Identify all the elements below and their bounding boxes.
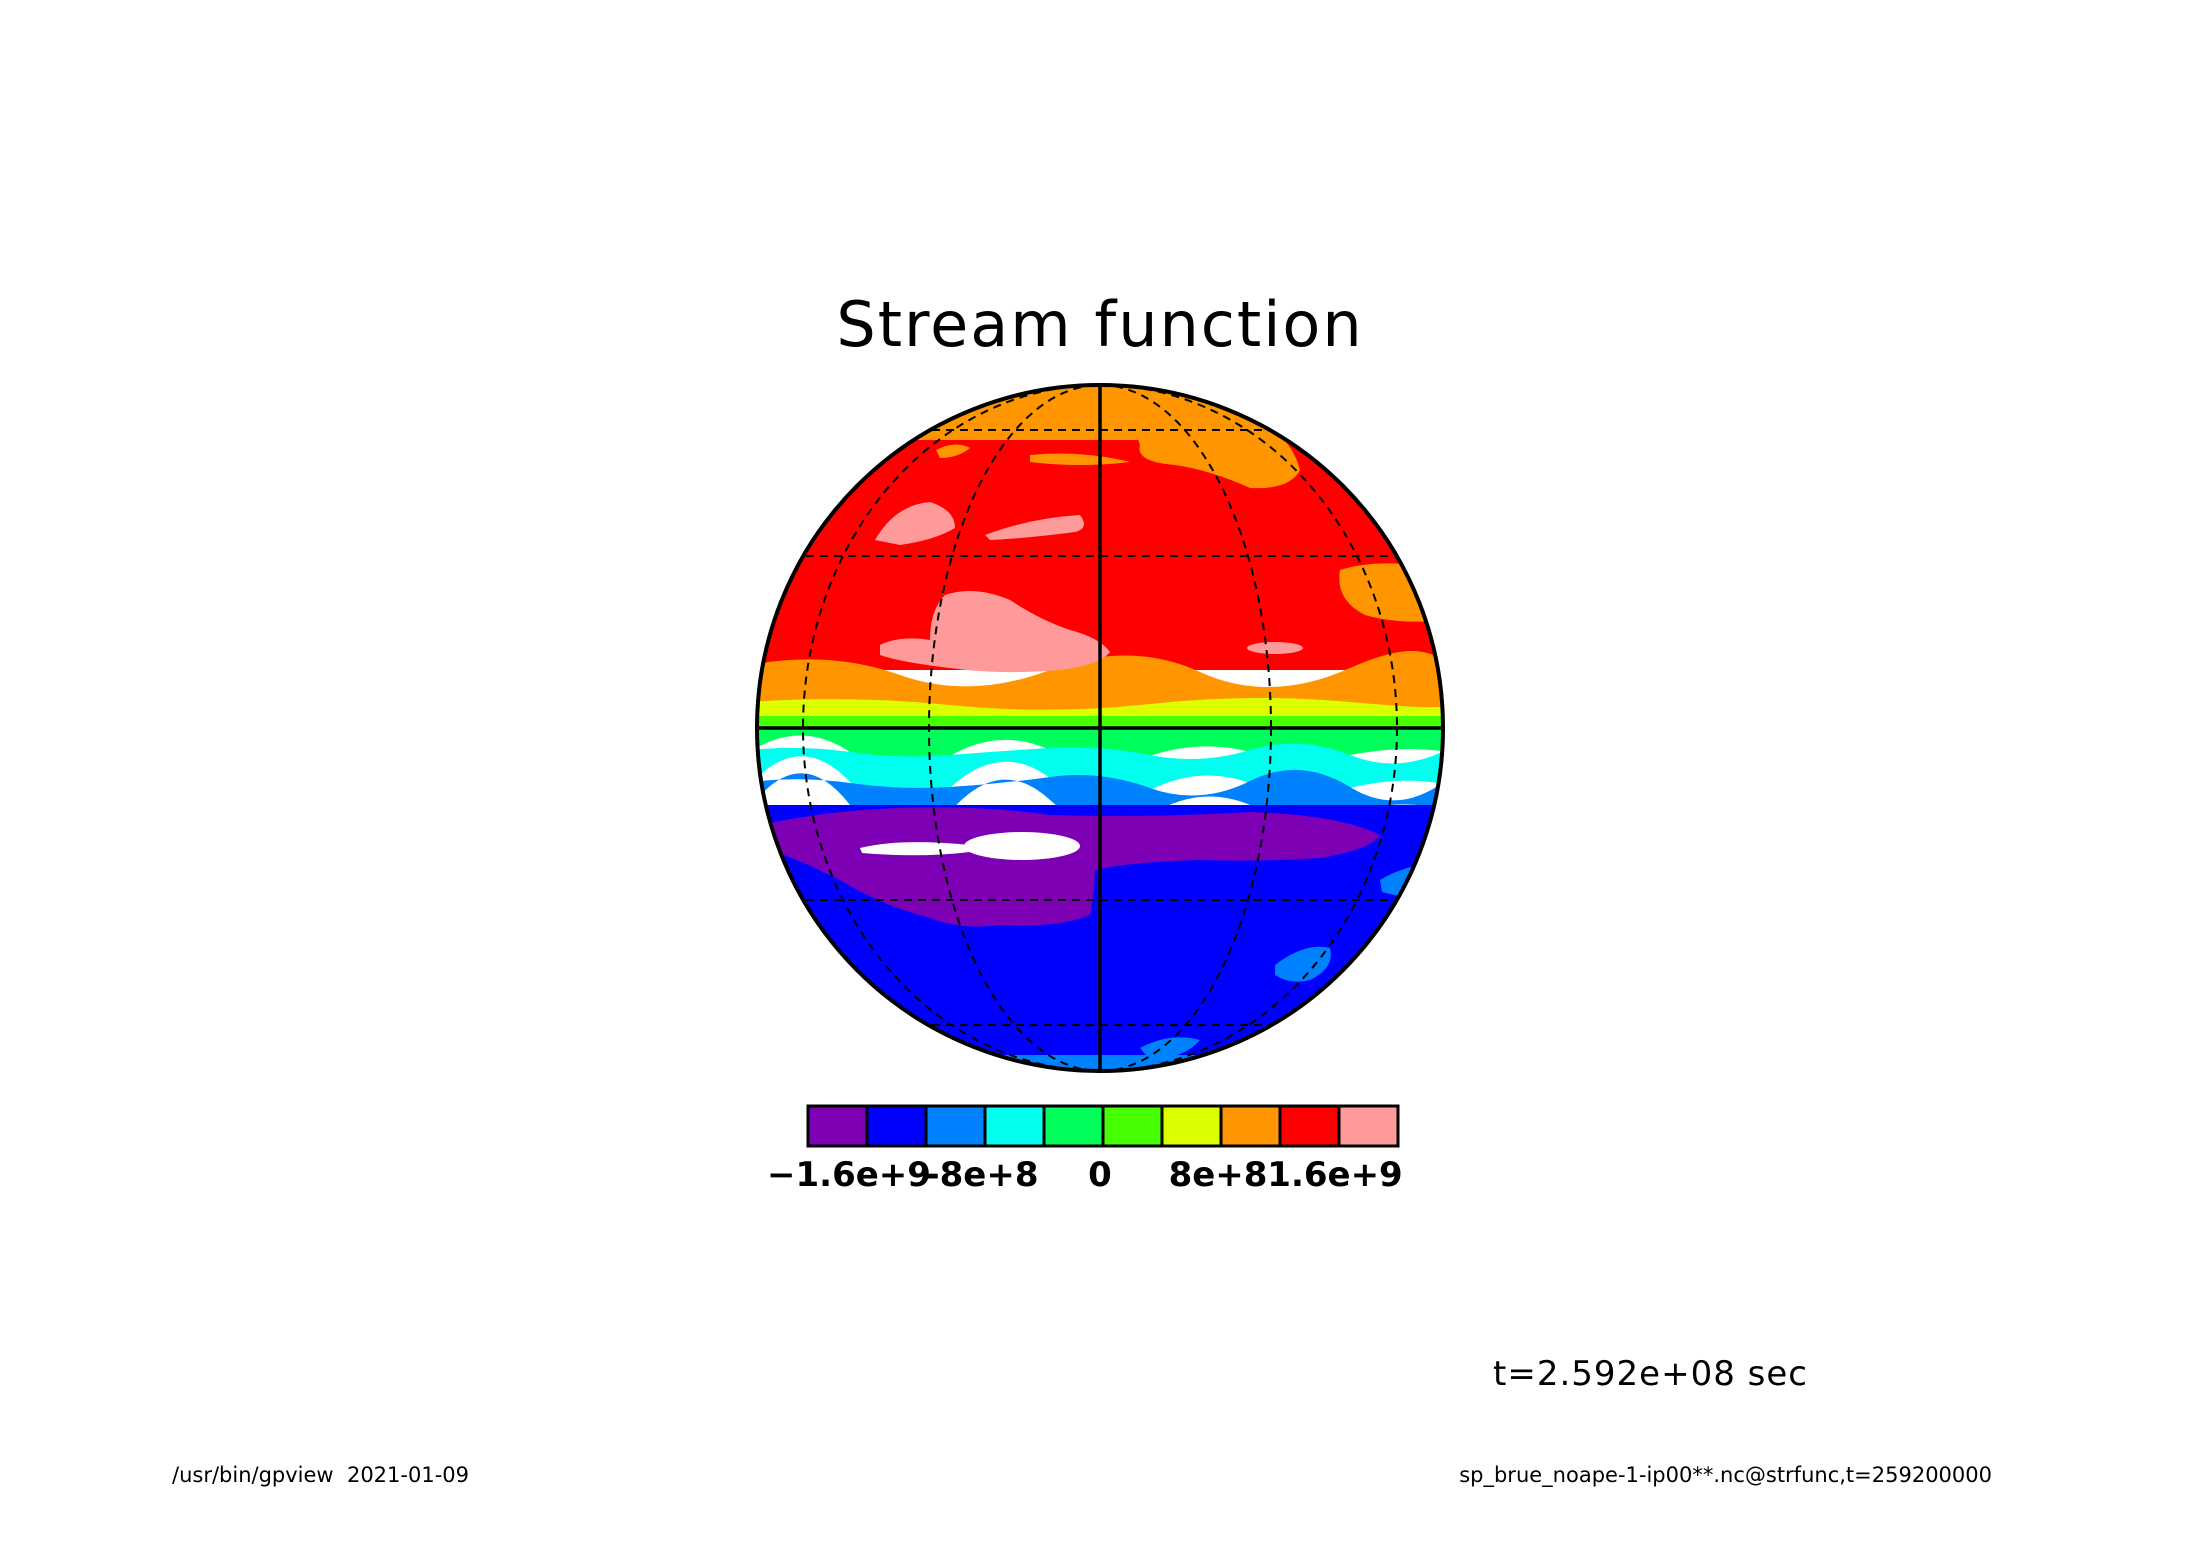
- colorbar-tick-label: 0: [1088, 1155, 1112, 1195]
- plot-title: Stream function: [836, 288, 1363, 361]
- region-north-max-center: [985, 515, 1084, 540]
- colorbar-cell: [1042, 1104, 1105, 1148]
- colorbar-cell: [1219, 1104, 1282, 1148]
- colorbar-cell: [865, 1104, 928, 1148]
- region-north-max-east: [1247, 642, 1303, 654]
- region-south-minimum: [964, 832, 1080, 860]
- colorbar-cell: [983, 1104, 1046, 1148]
- region-south-purple: [760, 807, 1380, 927]
- colorbar-tick-label: -8e+8: [926, 1155, 1039, 1195]
- colorbar-cell: [924, 1104, 987, 1148]
- colorbar-cell: [1160, 1104, 1223, 1148]
- region-north-orange-center: [1030, 453, 1130, 465]
- colorbar-cell: [1101, 1104, 1164, 1148]
- globe-map: [757, 385, 1443, 1071]
- colorbar-cell: [1278, 1104, 1341, 1148]
- region-south-patch-east: [1275, 946, 1331, 982]
- colorbar-tick-label: −1.6e+9: [767, 1155, 931, 1195]
- colorbar-cell: [806, 1104, 869, 1148]
- colorbar-cell: [1337, 1104, 1400, 1148]
- colorbar-tick-label: 1.6e+9: [1267, 1155, 1402, 1195]
- region-south-minimum-tail: [860, 842, 970, 856]
- region-north-orange-west: [936, 444, 970, 458]
- globe-outline: [755, 383, 1445, 1073]
- region-north-max-main: [880, 591, 1110, 673]
- footer-left: /usr/bin/gpview 2021-01-09: [172, 1463, 469, 1487]
- colorbar-tick-label: 8e+8: [1169, 1155, 1268, 1195]
- footer-right: sp_brue_noape-1-ip00**.nc@strfunc,t=2592…: [1459, 1463, 1992, 1488]
- time-label: t=2.592e+08 sec: [1493, 1354, 1808, 1394]
- region-south-pole-patch: [1140, 1037, 1200, 1060]
- colorbar-tick-labels: −1.6e+9 -8e+8 0 8e+8 1.6e+9: [767, 1155, 1403, 1195]
- region-north-max-west: [875, 502, 955, 545]
- globe-axes: [757, 385, 1443, 1071]
- colorbar: [806, 1104, 1400, 1148]
